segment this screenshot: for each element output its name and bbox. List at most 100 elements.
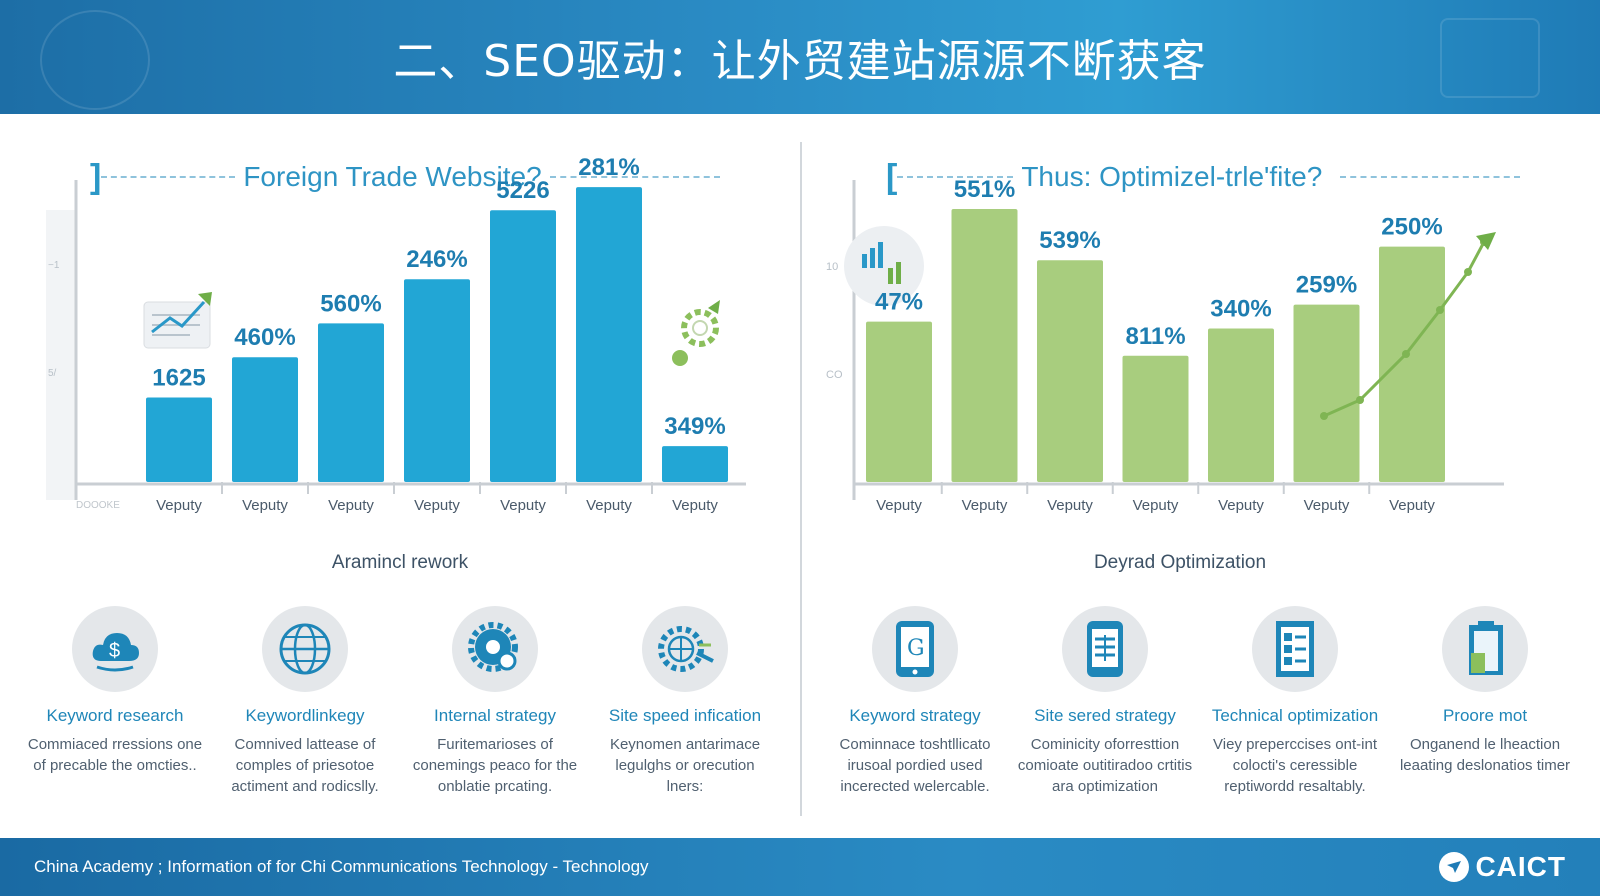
globe-decoration-icon bbox=[40, 10, 150, 110]
laptop-decoration-icon bbox=[1440, 18, 1540, 98]
feature-name: Site speed infication bbox=[608, 706, 762, 725]
checklist-doc-icon bbox=[1252, 606, 1338, 692]
title-dash-line bbox=[897, 176, 1014, 178]
chart-bar bbox=[1208, 328, 1274, 482]
bar-value-label: 259% bbox=[1296, 272, 1357, 299]
x-tick-label: Veputy bbox=[414, 497, 460, 514]
x-tick-label: Veputy bbox=[672, 497, 718, 514]
feature-item: Site speed infication Keynomen antarimac… bbox=[590, 606, 780, 806]
footer-text: China Academy ; Information of for Chi C… bbox=[34, 857, 649, 876]
feature-name: Keyword strategy bbox=[849, 706, 981, 725]
x-tick-label: Veputy bbox=[1389, 497, 1435, 514]
feature-desc: Comnived lattease of comples of priesoto… bbox=[231, 736, 379, 795]
title-dash-line bbox=[549, 176, 720, 178]
bracket-icon: [ bbox=[886, 158, 898, 196]
feature-item: Keywordlinkegy Comnived lattease of comp… bbox=[210, 606, 400, 806]
bar-value-label: 246% bbox=[406, 246, 467, 273]
footer-bar: China Academy ; Information of for Chi C… bbox=[0, 838, 1600, 896]
caict-logo-mark-icon bbox=[1439, 852, 1470, 882]
bar-value-label: 349% bbox=[664, 413, 725, 440]
chart-bar bbox=[146, 397, 212, 482]
feature-name: Site sered strategy bbox=[1034, 706, 1176, 725]
gear-badge-icon bbox=[452, 606, 538, 692]
feature-item: Technical optimization Viey preperccises… bbox=[1200, 606, 1390, 806]
bar-chart-badge-icon bbox=[844, 226, 924, 306]
feature-item: $ Keyword research Commiaced rressions o… bbox=[20, 606, 210, 806]
feature-desc: Onganend le lheaction leaating deslonati… bbox=[1399, 736, 1571, 774]
trend-chart-icon bbox=[143, 292, 212, 349]
x-tick-label: Veputy bbox=[500, 497, 546, 514]
chart-bar bbox=[1122, 355, 1189, 482]
chart-bar bbox=[1379, 246, 1445, 482]
mobile-grid-icon bbox=[1062, 606, 1148, 692]
bar-value-label: 1625 bbox=[152, 365, 205, 392]
bar-value-label: 281% bbox=[578, 154, 639, 181]
trend-line-path bbox=[1323, 241, 1486, 418]
feature-name: Keywordlinkegy bbox=[245, 706, 365, 725]
x-tick-label: Veputy bbox=[156, 497, 202, 514]
panel-divider bbox=[800, 142, 802, 816]
left-chart-subtitle: Aramincl rework bbox=[331, 552, 469, 573]
chart-backdrop bbox=[46, 210, 76, 500]
x-tick-label: Veputy bbox=[876, 497, 922, 514]
bar-value-label: 250% bbox=[1381, 214, 1442, 241]
bar-value-label: 539% bbox=[1039, 227, 1100, 254]
left-bar-chart: −1 5/ DOOOKE 1625 Veputy 460% Veputy 560% Vep… bbox=[46, 154, 746, 514]
right-chart-panel: [ Thus: Optimizel-trle'fite? 10 CO 47% Ve… bbox=[820, 150, 1540, 610]
chart-bar bbox=[232, 357, 298, 482]
y-tick-mark: −1 bbox=[48, 260, 60, 271]
trend-point bbox=[1320, 412, 1328, 420]
y-tick-mark: 5/ bbox=[48, 368, 57, 379]
feature-name: Internal strategy bbox=[434, 706, 556, 725]
header-banner: 二、SEO驱动：让外贸建站源源不断获客 bbox=[0, 0, 1600, 114]
left-axis-tick-label: DOOOKE bbox=[76, 500, 120, 511]
right-chart-subtitle: Deyrad Optimization bbox=[1093, 552, 1267, 573]
feature-name: Technical optimization bbox=[1211, 706, 1379, 725]
globe-icon bbox=[262, 606, 348, 692]
bar-value-label: 5226 bbox=[496, 177, 549, 204]
bar-value-label: 551% bbox=[954, 176, 1015, 203]
caict-logo: CAICT bbox=[1439, 851, 1566, 883]
feature-desc: Keynomen antarimace legulghs or orecutio… bbox=[609, 736, 761, 795]
feature-item: G Keyword strategy Cominnace toshtllicat… bbox=[820, 606, 1010, 806]
x-tick-label: Veputy bbox=[586, 497, 632, 514]
right-chart-title-row: [ Thus: Optimizel-trle'fite? bbox=[886, 158, 1521, 196]
feature-name: Keyword research bbox=[46, 706, 184, 725]
feature-item: Internal strategy Furitemarioses of cone… bbox=[400, 606, 590, 806]
feature-item: Proore mot Onganend le lheaction leaatin… bbox=[1390, 606, 1580, 806]
bar-value-label: 560% bbox=[320, 290, 381, 317]
phone-g-icon: G bbox=[872, 606, 958, 692]
page-title: 二、SEO驱动：让外贸建站源源不断获客 bbox=[393, 36, 1207, 87]
x-tick-label: Veputy bbox=[328, 497, 374, 514]
chart-bar bbox=[662, 446, 728, 482]
title-dash-line bbox=[1340, 176, 1521, 178]
left-feature-list: $ Keyword research Commiaced rressions o… bbox=[20, 606, 780, 806]
y-tick-label: 10 bbox=[826, 261, 838, 273]
y-tick-label: CO bbox=[826, 369, 843, 381]
trend-point bbox=[1464, 268, 1472, 276]
feature-desc: Cominnace toshtllicato irusoal pordied u… bbox=[839, 736, 991, 795]
chart-bar bbox=[404, 279, 470, 482]
chart-bar bbox=[576, 187, 642, 482]
feature-desc: Commiaced rressions one of precable the … bbox=[27, 736, 203, 774]
trend-line bbox=[1320, 232, 1496, 420]
trend-arrow-icon bbox=[1476, 232, 1496, 250]
x-tick-label: Veputy bbox=[962, 497, 1008, 514]
x-tick-label: Veputy bbox=[1133, 497, 1179, 514]
bar-value-label: 811% bbox=[1125, 323, 1185, 350]
globe-gear-magnifier-icon bbox=[642, 606, 728, 692]
right-bar-chart: 10 CO 47% Veputy 551% Veputy 539% Veputy 811% V… bbox=[826, 176, 1504, 514]
feature-item: Site sered strategy Cominicity oforrestt… bbox=[1010, 606, 1200, 806]
bracket-icon: ] bbox=[90, 158, 102, 196]
title-dash-line bbox=[101, 176, 236, 178]
cloud-dollar-icon: $ bbox=[72, 606, 158, 692]
x-tick-label: Veputy bbox=[1304, 497, 1350, 514]
left-chart-panel: ] Foreign Trade Website? −1 5/ DOOOKE 16… bbox=[40, 150, 760, 610]
x-tick-label: Veputy bbox=[1218, 497, 1264, 514]
svg-text:G: G bbox=[907, 636, 925, 661]
chart-bar bbox=[951, 209, 1018, 482]
chart-bar bbox=[318, 323, 384, 482]
right-chart-title: Thus: Optimizel-trle'fite? bbox=[1021, 161, 1323, 192]
left-chart-title: Foreign Trade Website? bbox=[243, 161, 542, 192]
chart-bar bbox=[1293, 304, 1360, 482]
